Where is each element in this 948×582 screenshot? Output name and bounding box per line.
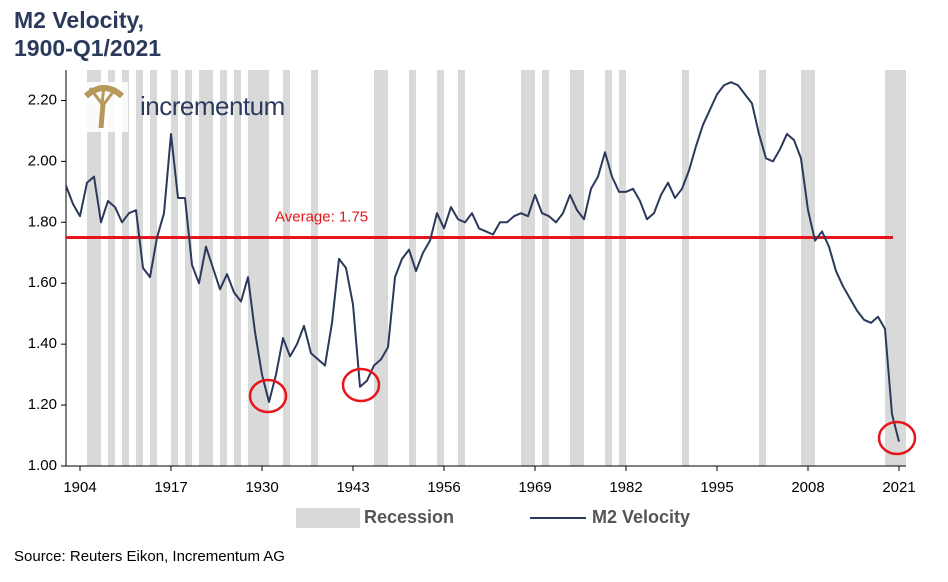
highlight-circle — [341, 367, 381, 403]
recession-band — [885, 70, 906, 466]
recession-band — [801, 70, 815, 466]
recession-band — [374, 70, 388, 466]
x-tick-label: 1982 — [609, 479, 642, 496]
source: Source: Reuters Eikon, Incrementum AG — [14, 548, 285, 565]
x-tick-label: 2008 — [791, 479, 824, 496]
logo: incrementum — [80, 82, 285, 132]
y-tick-label: 1.00 — [28, 457, 57, 474]
logo-icon — [84, 85, 124, 99]
x-tick-label: 1943 — [336, 479, 369, 496]
recession-bands — [87, 70, 906, 466]
y-tick-label: 2.20 — [28, 91, 57, 108]
y-tick-label: 1.20 — [28, 396, 57, 413]
legend-label: Recession — [364, 507, 454, 527]
recession-band — [283, 70, 290, 466]
recession-band — [409, 70, 416, 466]
chart-title: 1900-Q1/2021 — [14, 35, 161, 61]
recession-band — [542, 70, 549, 466]
legend-label: M2 Velocity — [592, 507, 690, 527]
recession-band — [759, 70, 766, 466]
y-tick-label: 2.00 — [28, 152, 57, 169]
x-tick-label: 1930 — [245, 479, 278, 496]
y-tick-label: 1.60 — [28, 274, 57, 291]
recession-band — [171, 70, 178, 466]
x-tick-label: 1995 — [700, 479, 733, 496]
recession-band — [619, 70, 626, 466]
plot: 1.00 1.20 1.40 1.60 1.80 2.00 2.20 1904 1917 1930… — [28, 70, 916, 496]
recession-band — [437, 70, 444, 466]
recession-band — [248, 70, 269, 466]
recession-band — [185, 70, 192, 466]
average-label: Average: 1.75 — [275, 209, 368, 226]
x-tick-label: 1904 — [63, 479, 96, 496]
recession-band — [605, 70, 612, 466]
recession-band — [136, 70, 143, 466]
recession-band — [458, 70, 465, 466]
y-tick-label: 1.40 — [28, 335, 57, 352]
highlight-circle — [877, 420, 917, 456]
recession-band — [682, 70, 689, 466]
recession-band — [87, 70, 101, 466]
x-tick-label: 2021 — [882, 479, 915, 496]
recession-band — [122, 70, 129, 466]
highlight-circle — [248, 378, 288, 414]
brand-name: incrementum — [140, 91, 285, 121]
recession-band — [150, 70, 157, 466]
legend-swatch — [296, 508, 360, 528]
recession-band — [108, 70, 115, 466]
recession-band — [521, 70, 535, 466]
x-tick-label: 1956 — [427, 479, 460, 496]
logo-icon — [88, 85, 118, 129]
y-tick-label: 1.80 — [28, 213, 57, 230]
recession-band — [570, 70, 584, 466]
recession-band — [199, 70, 213, 466]
recession-band — [220, 70, 227, 466]
series-line — [65, 81, 900, 442]
x-tick-label: 1917 — [154, 479, 187, 496]
x-tick-label: 1969 — [518, 479, 551, 496]
recession-band — [311, 70, 318, 466]
recession-band — [234, 70, 241, 466]
chart-title: M2 Velocity, — [14, 7, 144, 33]
